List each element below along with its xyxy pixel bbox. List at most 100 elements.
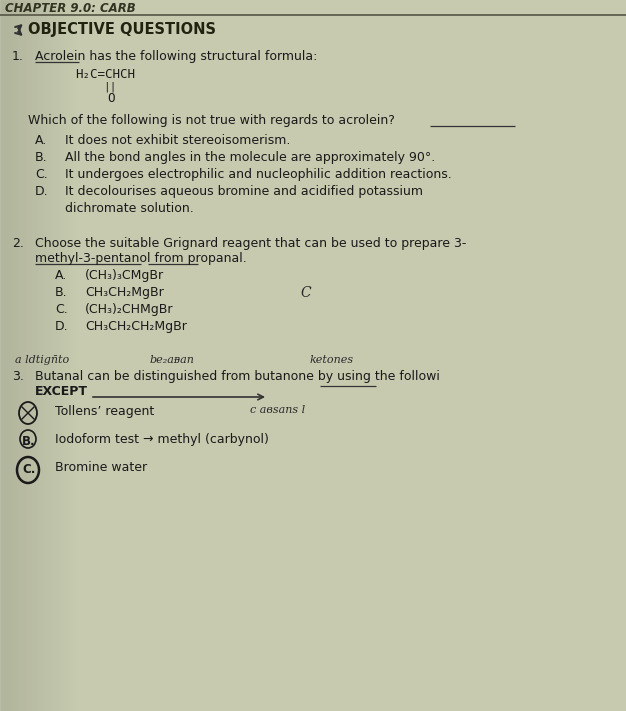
- Bar: [42, 0, 43, 711]
- Text: be₂aᴃan: be₂aᴃan: [150, 355, 195, 365]
- Bar: [77, 0, 78, 711]
- Bar: [9, 0, 10, 711]
- Bar: [74, 0, 75, 711]
- Text: All the bond angles in the molecule are approximately 90°.: All the bond angles in the molecule are …: [65, 151, 435, 164]
- Bar: [31, 0, 32, 711]
- Text: 3.: 3.: [12, 370, 24, 383]
- Text: c авѕanѕ l: c авѕanѕ l: [250, 405, 305, 415]
- Bar: [41, 0, 42, 711]
- Bar: [61, 0, 62, 711]
- Bar: [2, 0, 3, 711]
- Text: Tollens’ reagent: Tollens’ reagent: [55, 405, 154, 418]
- Bar: [37, 0, 38, 711]
- Text: CHAPTER 9.0: CARB: CHAPTER 9.0: CARB: [5, 2, 136, 15]
- Bar: [32, 0, 33, 711]
- Text: dichromate solution.: dichromate solution.: [65, 202, 194, 215]
- Text: methyl-3-pentanol from propanal.: methyl-3-pentanol from propanal.: [35, 252, 247, 265]
- Text: Butanal can be distinguished from butanone by using the followi: Butanal can be distinguished from butano…: [35, 370, 440, 383]
- Text: D.: D.: [35, 185, 49, 198]
- Bar: [54, 0, 55, 711]
- Text: Bromine water: Bromine water: [55, 461, 147, 474]
- Bar: [28, 0, 29, 711]
- Text: It does not exhibit stereoisomerism.: It does not exhibit stereoisomerism.: [65, 134, 290, 147]
- Bar: [79, 0, 80, 711]
- Bar: [19, 0, 20, 711]
- Bar: [18, 0, 19, 711]
- Bar: [75, 0, 76, 711]
- Text: C.: C.: [55, 303, 68, 316]
- Bar: [72, 0, 73, 711]
- Bar: [26, 0, 27, 711]
- Text: B.: B.: [55, 286, 68, 299]
- Bar: [69, 0, 70, 711]
- Bar: [60, 0, 61, 711]
- Text: C.: C.: [22, 463, 36, 476]
- Bar: [11, 0, 12, 711]
- Bar: [3, 0, 4, 711]
- Bar: [1, 0, 2, 711]
- Bar: [47, 0, 48, 711]
- Text: 1.: 1.: [12, 50, 24, 63]
- Bar: [27, 0, 28, 711]
- Bar: [76, 0, 77, 711]
- Bar: [78, 0, 79, 711]
- Bar: [49, 0, 50, 711]
- Bar: [46, 0, 47, 711]
- Bar: [8, 0, 9, 711]
- Text: D.: D.: [55, 320, 69, 333]
- Text: It decolourises aqueous bromine and acidified potassium: It decolourises aqueous bromine and acid…: [65, 185, 423, 198]
- Bar: [10, 0, 11, 711]
- Bar: [43, 0, 44, 711]
- Text: 2.: 2.: [12, 237, 24, 250]
- Text: C: C: [300, 286, 310, 300]
- Bar: [39, 0, 40, 711]
- Bar: [23, 0, 24, 711]
- Bar: [51, 0, 52, 711]
- Bar: [24, 0, 25, 711]
- Text: Iodoform test → methyl (carbynol): Iodoform test → methyl (carbynol): [55, 433, 269, 446]
- Bar: [7, 0, 8, 711]
- Bar: [71, 0, 72, 711]
- Bar: [38, 0, 39, 711]
- Bar: [33, 0, 34, 711]
- Bar: [48, 0, 49, 711]
- Bar: [34, 0, 35, 711]
- Bar: [44, 0, 45, 711]
- Bar: [6, 0, 7, 711]
- Bar: [67, 0, 68, 711]
- Bar: [30, 0, 31, 711]
- Bar: [36, 0, 37, 711]
- Bar: [56, 0, 57, 711]
- Bar: [55, 0, 56, 711]
- Text: A.: A.: [55, 269, 67, 282]
- Text: It undergoes electrophilic and nucleophilic addition reactions.: It undergoes electrophilic and nucleophi…: [65, 168, 452, 181]
- Text: Choose the suitable Grignard reagent that can be used to prepare 3-: Choose the suitable Grignard reagent tha…: [35, 237, 466, 250]
- Text: B.: B.: [35, 151, 48, 164]
- Bar: [66, 0, 67, 711]
- Text: OBJECTIVE QUESTIONS: OBJECTIVE QUESTIONS: [28, 22, 216, 37]
- Text: Acrolein has the following structural formula:: Acrolein has the following structural fo…: [35, 50, 317, 63]
- Bar: [59, 0, 60, 711]
- Bar: [40, 0, 41, 711]
- Bar: [65, 0, 66, 711]
- Text: ||: ||: [103, 81, 116, 92]
- Bar: [70, 0, 71, 711]
- Text: (CH₃)₃CMgBr: (CH₃)₃CMgBr: [85, 269, 164, 282]
- Bar: [50, 0, 51, 711]
- Bar: [16, 0, 17, 711]
- Bar: [14, 0, 15, 711]
- Bar: [57, 0, 58, 711]
- Bar: [21, 0, 22, 711]
- Bar: [25, 0, 26, 711]
- Text: O: O: [107, 92, 115, 105]
- Bar: [15, 0, 16, 711]
- Text: B.: B.: [22, 435, 36, 448]
- Bar: [73, 0, 74, 711]
- Bar: [64, 0, 65, 711]
- Bar: [52, 0, 53, 711]
- Bar: [17, 0, 18, 711]
- Bar: [0, 0, 1, 711]
- Bar: [62, 0, 63, 711]
- Bar: [13, 0, 14, 711]
- Text: C.: C.: [35, 168, 48, 181]
